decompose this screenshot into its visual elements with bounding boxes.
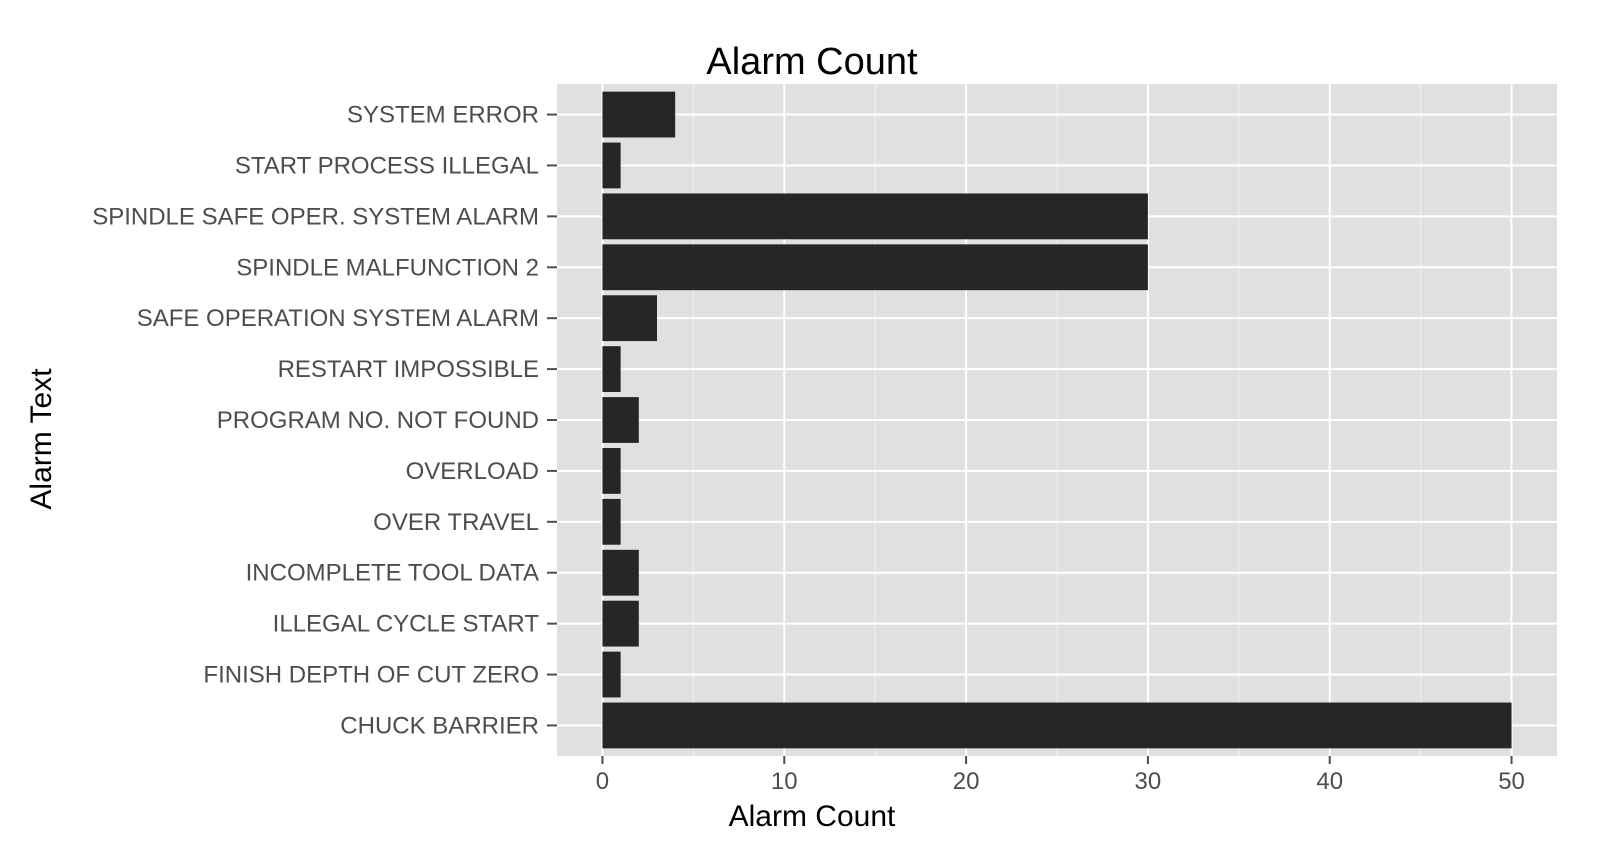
x-tick-label: 20	[953, 768, 980, 795]
y-tick-label: FINISH DEPTH OF CUT ZERO	[203, 662, 539, 689]
bar	[602, 448, 621, 494]
bar	[602, 549, 639, 596]
y-tick-label: SPINDLE SAFE OPER. SYSTEM ALARM	[92, 203, 539, 230]
bars	[602, 91, 1512, 749]
y-tick-label: OVER TRAVEL	[373, 509, 539, 536]
x-tick-label: 30	[1135, 768, 1162, 795]
y-tick-label: START PROCESS ILLEGAL	[235, 152, 539, 179]
bar	[602, 600, 639, 647]
chart-title: Alarm Count	[706, 41, 918, 83]
x-tick-label: 0	[596, 768, 609, 795]
y-tick-label: SPINDLE MALFUNCTION 2	[236, 254, 539, 281]
y-tick-label: SAFE OPERATION SYSTEM ALARM	[137, 305, 539, 332]
y-axis-title: Alarm Text	[25, 368, 58, 510]
y-tick-label: PROGRAM NO. NOT FOUND	[217, 407, 539, 434]
y-tick-label: OVERLOAD	[406, 458, 539, 485]
bar	[602, 498, 621, 545]
y-tick-label: CHUCK BARRIER	[340, 712, 539, 739]
bar	[602, 295, 657, 342]
x-tick-label: 40	[1316, 768, 1343, 795]
y-tick-label: RESTART IMPOSSIBLE	[278, 356, 539, 383]
bar	[602, 244, 1148, 291]
y-axis: CHUCK BARRIER FINISH DEPTH OF CUT ZERO ILL…	[92, 102, 557, 739]
bar	[602, 91, 676, 138]
y-tick-label: SYSTEM ERROR	[347, 102, 539, 129]
x-tick-label: 50	[1498, 768, 1525, 795]
bar	[602, 651, 621, 698]
bar	[602, 142, 621, 189]
x-tick-label: 10	[771, 768, 798, 795]
bar	[602, 397, 639, 443]
bar	[602, 193, 1148, 240]
y-tick-label: INCOMPLETE TOOL DATA	[246, 560, 539, 587]
bar	[602, 346, 621, 392]
x-axis: 0 10 20 30 40 50	[596, 756, 1525, 795]
bar	[602, 702, 1512, 749]
x-axis-title: Alarm Count	[729, 800, 896, 833]
y-tick-label: ILLEGAL CYCLE START	[273, 611, 540, 638]
